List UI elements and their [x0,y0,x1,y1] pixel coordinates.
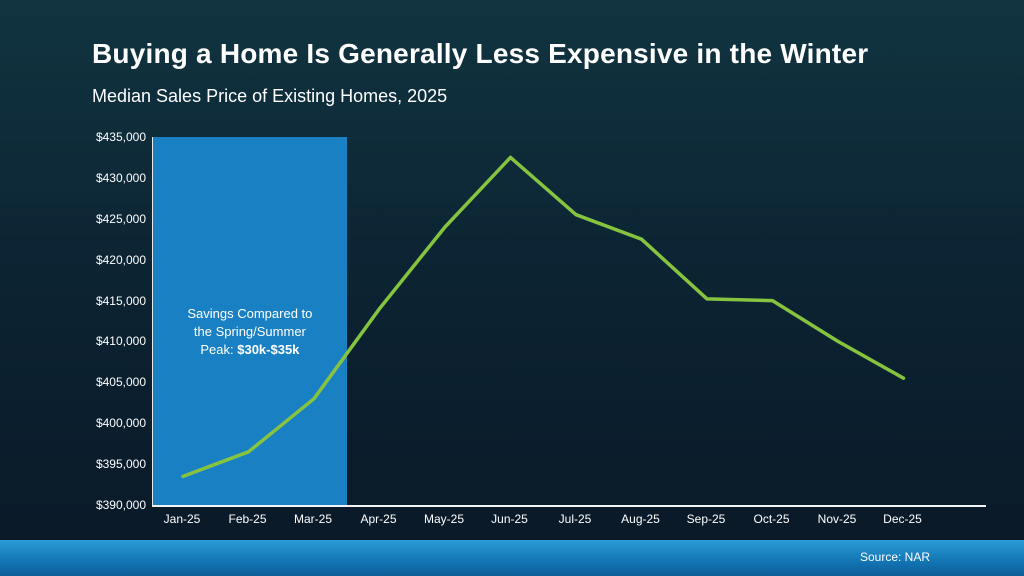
x-tick-label: Jul-25 [558,512,592,526]
x-tick-label: Oct-25 [753,512,790,526]
y-tick-label: $430,000 [95,170,146,185]
savings-annotation-value: $30k-$35k [237,342,300,358]
x-tick-label: Aug-25 [621,512,660,526]
x-tick-label: Jun-25 [491,512,528,526]
price-polyline [181,155,906,479]
savings-annotation-text: Savings Compared to the Spring/Summer Pe… [187,306,313,358]
price-line-chart [181,155,906,479]
chart-subtitle: Median Sales Price of Existing Homes, 20… [92,86,448,106]
y-tick-label: $395,000 [95,457,146,472]
x-tick-label: Feb-25 [228,512,267,526]
page-title: Buying a Home Is Generally Less Expensiv… [92,38,869,69]
y-tick-label: $405,000 [95,375,146,390]
x-tick-label: Jan-25 [163,512,201,526]
x-tick-label: Nov-25 [817,512,857,526]
y-tick-label: $400,000 [95,416,146,431]
winter-highlight-region: Savings Compared to the Spring/Summer Pe… [153,137,347,505]
source-label: Source: NAR [859,550,930,564]
x-tick-label: Apr-25 [360,512,397,526]
y-tick-label: $435,000 [95,130,146,144]
savings-annotation: Savings Compared to the Spring/Summer Pe… [180,305,320,360]
x-tick-label: May-25 [423,512,464,526]
y-tick-label: $415,000 [95,293,146,308]
y-tick-label: $425,000 [95,211,146,226]
x-tick-label: Mar-25 [293,512,332,526]
x-tick-label: Dec-25 [883,512,922,526]
y-tick-label: $390,000 [95,498,146,512]
y-tick-label: $410,000 [95,334,146,349]
y-tick-label: $420,000 [95,252,146,267]
x-tick-label: Sep-25 [686,512,726,526]
plot-area: Savings Compared to the Spring/Summer Pe… [152,137,986,507]
footer-bar: Source: NAR [0,540,1024,576]
